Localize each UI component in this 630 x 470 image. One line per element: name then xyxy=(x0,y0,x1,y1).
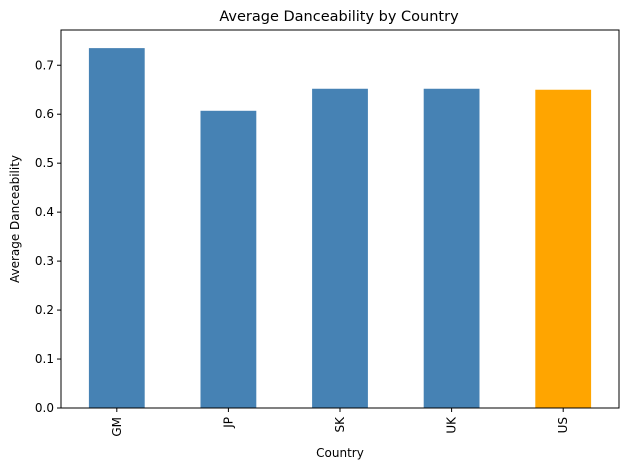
bar-jp xyxy=(200,110,257,408)
x-axis: GM JP SK UK US xyxy=(110,408,570,437)
chart-title: Average Danceability by Country xyxy=(219,9,459,25)
x-tick-label-uk: UK xyxy=(445,416,459,434)
y-tick-label: 0.6 xyxy=(35,107,54,121)
y-axis: 0.0 0.1 0.2 0.3 0.4 0.5 0.6 0.7 xyxy=(35,58,61,415)
y-tick-label: 0.2 xyxy=(35,303,54,317)
y-tick-label: 0.5 xyxy=(35,156,54,170)
x-tick-label-gm: GM xyxy=(110,417,124,437)
plot-frame xyxy=(60,29,620,409)
x-tick-label-us: US xyxy=(556,417,570,433)
x-axis-label: Country xyxy=(316,446,364,460)
y-tick-label: 0.3 xyxy=(35,254,54,268)
y-axis-label: Average Danceability xyxy=(8,155,22,283)
bar-uk xyxy=(423,88,480,408)
y-tick-label: 0.4 xyxy=(35,205,54,219)
bar-us xyxy=(535,89,592,409)
x-tick-label-jp: JP xyxy=(221,417,235,429)
bars-group xyxy=(88,48,592,409)
y-tick-label: 0.7 xyxy=(35,58,54,72)
y-tick-label: 0.0 xyxy=(35,401,54,415)
x-tick-label-sk: SK xyxy=(333,416,347,433)
y-tick-label: 0.1 xyxy=(35,352,54,366)
bar-gm xyxy=(88,48,145,409)
bar-sk xyxy=(312,88,368,408)
